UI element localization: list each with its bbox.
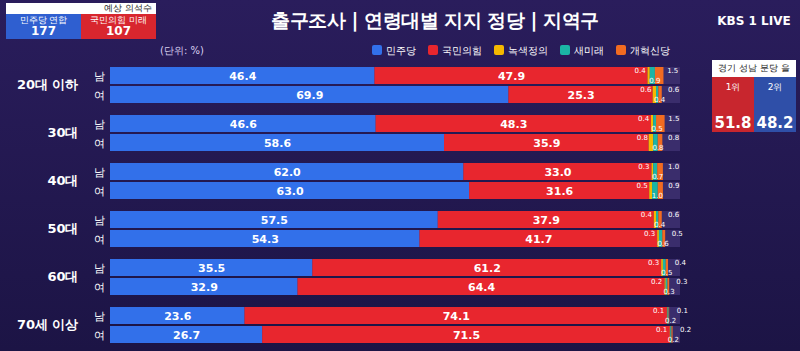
svg-text:0.5: 0.5 [652, 125, 663, 133]
svg-text:33.0: 33.0 [544, 166, 571, 179]
svg-text:1.5: 1.5 [668, 115, 679, 123]
svg-text:남: 남 [94, 166, 105, 179]
svg-text:0.4: 0.4 [635, 67, 647, 75]
html-text:107: 107 [106, 24, 131, 38]
svg-text:26.7: 26.7 [173, 329, 200, 342]
svg-text:0.3: 0.3 [638, 163, 649, 171]
html-text:녹색정의: 녹색정의 [508, 45, 548, 56]
svg-text:62.0: 62.0 [274, 166, 301, 179]
svg-text:0.2: 0.2 [665, 317, 676, 325]
html-text:2위: 2위 [767, 82, 783, 92]
svg-text:0.6: 0.6 [658, 240, 670, 248]
svg-text:54.3: 54.3 [252, 233, 279, 246]
svg-text:0.4: 0.4 [654, 96, 666, 104]
svg-text:남: 남 [94, 310, 105, 323]
svg-text:여: 여 [94, 89, 105, 102]
svg-text:46.6: 46.6 [230, 118, 257, 131]
svg-text:30대: 30대 [47, 125, 78, 140]
svg-text:32.9: 32.9 [191, 281, 218, 294]
svg-text:0.2: 0.2 [668, 336, 679, 344]
svg-text:0.9: 0.9 [668, 182, 679, 190]
html-text:국민의힘 미래: 국민의힘 미래 [90, 15, 147, 25]
svg-text:64.4: 64.4 [468, 281, 495, 294]
svg-text:남: 남 [94, 118, 105, 131]
html-text:(단위: %): (단위: %) [160, 45, 204, 56]
svg-text:0.8: 0.8 [668, 134, 679, 142]
svg-text:여: 여 [94, 137, 105, 150]
svg-text:0.6: 0.6 [640, 86, 652, 94]
svg-text:여: 여 [94, 233, 105, 246]
svg-text:1.5: 1.5 [667, 67, 678, 75]
svg-text:63.0: 63.0 [276, 185, 303, 198]
html-text:경기 성남 분당 을: 경기 성남 분당 을 [718, 63, 790, 73]
html-text:민주당: 민주당 [386, 45, 416, 56]
svg-text:35.9: 35.9 [533, 137, 560, 150]
svg-text:74.1: 74.1 [443, 310, 470, 323]
svg-text:48.3: 48.3 [500, 118, 527, 131]
html-text:48.2: 48.2 [756, 114, 794, 132]
svg-text:40대: 40대 [47, 173, 78, 188]
svg-text:0.3: 0.3 [664, 288, 675, 296]
svg-text:남: 남 [94, 214, 105, 227]
svg-text:0.3: 0.3 [648, 259, 659, 267]
svg-text:60대: 60대 [47, 269, 78, 284]
svg-text:0.4: 0.4 [675, 259, 687, 267]
svg-text:69.9: 69.9 [296, 89, 323, 102]
svg-text:여: 여 [94, 281, 105, 294]
svg-text:여: 여 [94, 185, 105, 198]
svg-text:0.5: 0.5 [637, 182, 648, 190]
html-text:국민의힘: 국민의힘 [442, 45, 482, 56]
svg-text:41.7: 41.7 [525, 233, 552, 246]
svg-text:0.4: 0.4 [638, 115, 650, 123]
html-text:민주당 연합: 민주당 연합 [19, 15, 68, 25]
svg-text:남: 남 [94, 70, 105, 83]
svg-text:61.2: 61.2 [474, 262, 501, 275]
svg-text:0.8: 0.8 [652, 144, 663, 152]
svg-text:0.6: 0.6 [668, 86, 680, 94]
svg-text:31.6: 31.6 [546, 185, 573, 198]
svg-text:0.8: 0.8 [637, 134, 648, 142]
svg-text:20대 이하: 20대 이하 [17, 77, 79, 92]
html-text:177: 177 [31, 24, 56, 38]
svg-text:0.5: 0.5 [672, 230, 683, 238]
svg-text:0.2: 0.2 [680, 326, 691, 334]
svg-text:1.0: 1.0 [668, 163, 679, 171]
svg-text:46.4: 46.4 [229, 70, 256, 83]
html-text:출구조사 | 연령대별 지지 정당 | 지역구: 출구조사 | 연령대별 지지 정당 | 지역구 [271, 9, 599, 31]
svg-text:0.1: 0.1 [677, 307, 688, 315]
html-text:새미래: 새미래 [574, 45, 604, 56]
svg-text:0.3: 0.3 [676, 278, 687, 286]
svg-text:0.3: 0.3 [644, 230, 655, 238]
svg-text:0.6: 0.6 [668, 211, 680, 219]
svg-text:0.9: 0.9 [649, 77, 660, 85]
svg-text:35.5: 35.5 [198, 262, 225, 275]
svg-text:0.4: 0.4 [654, 221, 666, 229]
svg-text:0.7: 0.7 [652, 173, 663, 181]
svg-text:0.5: 0.5 [661, 269, 672, 277]
svg-text:37.9: 37.9 [533, 214, 560, 227]
svg-text:0.2: 0.2 [651, 278, 662, 286]
html-text:51.8: 51.8 [714, 114, 752, 132]
svg-text:1.0: 1.0 [652, 192, 663, 200]
svg-text:0.1: 0.1 [653, 307, 664, 315]
svg-text:47.9: 47.9 [498, 70, 525, 83]
html-text:KBS 1 LIVE: KBS 1 LIVE [717, 14, 791, 28]
svg-text:58.6: 58.6 [264, 137, 291, 150]
html-text:개혁신당: 개혁신당 [630, 45, 670, 56]
svg-text:23.6: 23.6 [164, 310, 191, 323]
svg-text:남: 남 [94, 262, 105, 275]
svg-text:50대: 50대 [47, 221, 78, 236]
svg-text:여: 여 [94, 329, 105, 342]
svg-text:71.5: 71.5 [453, 329, 480, 342]
svg-text:0.4: 0.4 [641, 211, 653, 219]
html-text:1위: 1위 [725, 82, 741, 92]
svg-text:25.3: 25.3 [567, 89, 594, 102]
svg-text:0.1: 0.1 [656, 326, 667, 334]
svg-text:57.5: 57.5 [261, 214, 288, 227]
html-text:예상 의석수: 예상 의석수 [104, 3, 152, 13]
svg-text:70세 이상: 70세 이상 [17, 317, 79, 332]
